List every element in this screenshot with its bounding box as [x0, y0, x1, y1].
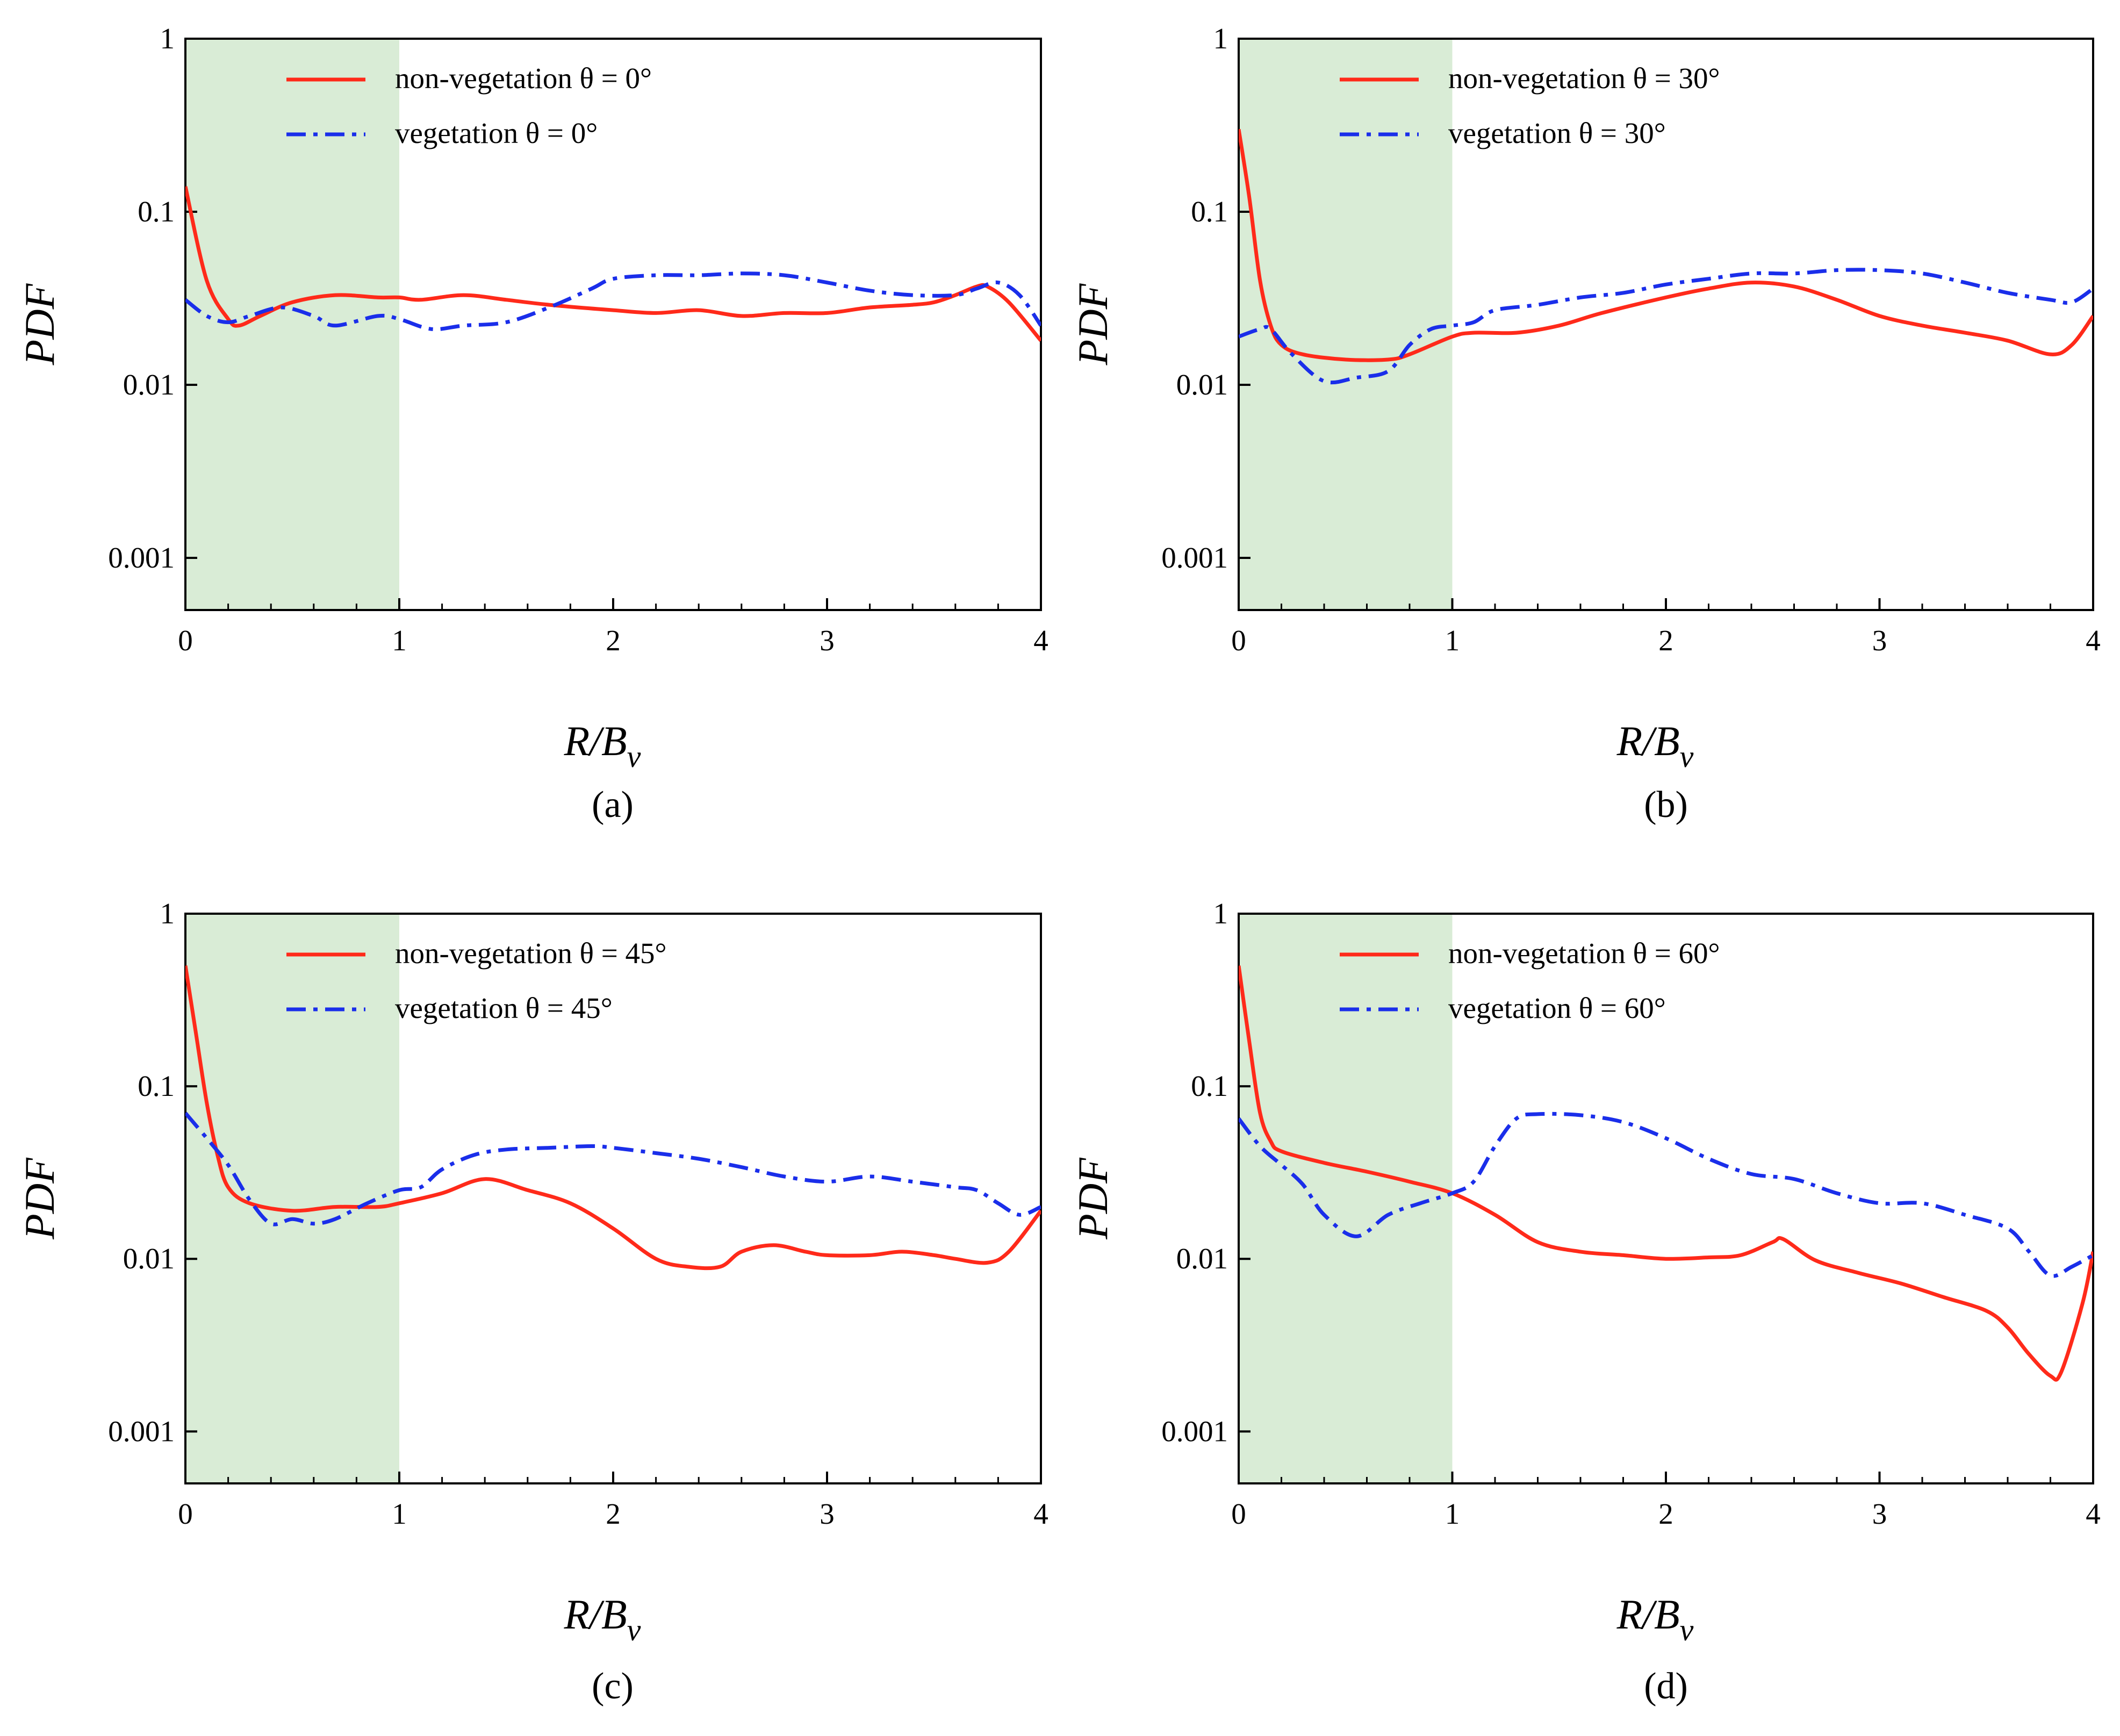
y-axis-label: PDF	[16, 283, 63, 365]
series-line-non-vegetation	[1239, 128, 2093, 362]
x-axis-label-main: R/B	[564, 1591, 627, 1638]
x-tick-label: 0	[1231, 1497, 1246, 1530]
legend-label: vegetation θ = 0°	[395, 117, 598, 149]
x-tick-label: 2	[606, 624, 621, 657]
x-tick-label: 4	[2086, 624, 2101, 657]
y-tick-label: 0.01	[1176, 1242, 1228, 1275]
x-tick-label: 3	[1872, 624, 1887, 657]
legend-label: non-vegetation θ = 45°	[395, 937, 667, 970]
x-tick-label: 1	[392, 624, 407, 657]
y-tick-label: 1	[1213, 897, 1228, 930]
x-tick-label: 4	[2086, 1497, 2101, 1530]
legend-label: non-vegetation θ = 0°	[395, 62, 652, 95]
x-axis-label-sub: v	[1680, 739, 1694, 774]
y-tick-label: 1	[160, 22, 175, 55]
x-axis-label: R/Bv	[1616, 718, 1694, 774]
chart-panel-b: 0 1 2 3 4 1 0.1 0.01 0.001 R/Bv PDF non-vegetation …	[1069, 22, 2101, 826]
x-axis-label: R/Bv	[564, 1591, 641, 1647]
shaded-region	[1239, 914, 1453, 1483]
x-axis-label: R/Bv	[1616, 1591, 1694, 1647]
panel-caption: (d)	[1644, 1666, 1688, 1707]
panel-caption: (b)	[1644, 784, 1688, 826]
series-group	[1239, 128, 2093, 385]
x-tick-label: 2	[1658, 624, 1673, 657]
x-axis-label-main: R/B	[564, 718, 627, 764]
y-tick-label: 0.1	[1191, 195, 1228, 228]
series-group	[185, 965, 1041, 1271]
panel-caption: (a)	[592, 784, 634, 826]
x-axis-label-sub: v	[627, 739, 641, 774]
x-tick-label: 4	[1033, 1497, 1048, 1530]
y-tick-label: 0.01	[123, 368, 175, 401]
x-tick-label: 3	[1872, 1497, 1887, 1530]
series-line-non-vegetation	[1239, 965, 2093, 1382]
y-tick-label: 0.1	[1191, 1070, 1228, 1102]
x-tick-label: 4	[1033, 624, 1048, 657]
series-line-vegetation	[1239, 268, 2093, 385]
series-line-non-vegetation	[185, 186, 1041, 342]
x-tick-label: 3	[820, 624, 835, 657]
series-line-vegetation	[185, 271, 1041, 332]
legend-label: non-vegetation θ = 60°	[1448, 937, 1720, 970]
panels-group: 0 1 2 3 410.10.010.001R/BvPDFnon-vegetation …	[16, 22, 2101, 1707]
y-tick-label: 0.01	[123, 1242, 175, 1275]
x-tick-label: 2	[1658, 1497, 1673, 1530]
y-tick-label: 1	[1213, 22, 1228, 55]
y-axis-label: PDF	[1069, 283, 1116, 365]
series-line-vegetation	[185, 1111, 1041, 1226]
legend-label: vegetation θ = 45°	[395, 992, 613, 1024]
legend-label: vegetation θ = 30°	[1448, 117, 1666, 149]
x-axis-label-sub: v	[627, 1612, 641, 1647]
y-tick-label: 0.01	[1176, 368, 1228, 401]
x-tick-label: 2	[606, 1497, 621, 1530]
x-tick-label: 1	[1445, 624, 1460, 657]
y-axis-label: PDF	[1069, 1157, 1116, 1240]
series-line-vegetation	[1239, 1111, 2093, 1278]
x-tick-label: 0	[1231, 624, 1246, 657]
x-tick-label: 3	[820, 1497, 835, 1530]
y-tick-label: 0.001	[1161, 541, 1228, 574]
x-tick-label: 1	[1445, 1497, 1460, 1530]
shaded-region	[185, 39, 399, 610]
y-tick-label: 0.1	[138, 195, 175, 228]
x-axis-label-main: R/B	[1616, 718, 1680, 764]
y-tick-label: 1	[160, 897, 175, 930]
y-tick-label: 0.001	[108, 1415, 175, 1447]
legend-label: non-vegetation θ = 30°	[1448, 62, 1720, 95]
series-line-non-vegetation	[185, 965, 1041, 1271]
x-tick-label: 1	[392, 1497, 407, 1530]
legend-label: vegetation θ = 60°	[1448, 992, 1666, 1024]
series-group	[185, 186, 1041, 342]
x-axis-label: R/Bv	[564, 718, 641, 774]
y-tick-label: 0.001	[108, 541, 175, 574]
shaded-region	[185, 914, 399, 1483]
x-tick-label: 0	[178, 624, 193, 657]
panel-caption: (c)	[592, 1666, 634, 1707]
y-axis-label: PDF	[16, 1157, 63, 1240]
x-axis-label-sub: v	[1680, 1612, 1694, 1647]
y-tick-label: 0.1	[138, 1070, 175, 1102]
y-tick-label: 0.001	[1161, 1415, 1228, 1447]
chart-panel-c: 0 1 2 3 4 1 0.1 0.01 0.001 R/Bv PDF non-vegetation …	[16, 897, 1048, 1707]
chart-panel-a: 0 1 2 3 4 1 0.1 0.01 0.001 R/Bv PDF non-vegetation …	[16, 22, 1048, 826]
chart-panel-d: 0 1 2 3 4 1 0.1 0.01 0.001 R/Bv PDF non-vegetation …	[1069, 897, 2101, 1707]
x-axis-label-main: R/B	[1616, 1591, 1680, 1638]
series-group	[1239, 965, 2093, 1382]
x-tick-label: 0	[178, 1497, 193, 1530]
